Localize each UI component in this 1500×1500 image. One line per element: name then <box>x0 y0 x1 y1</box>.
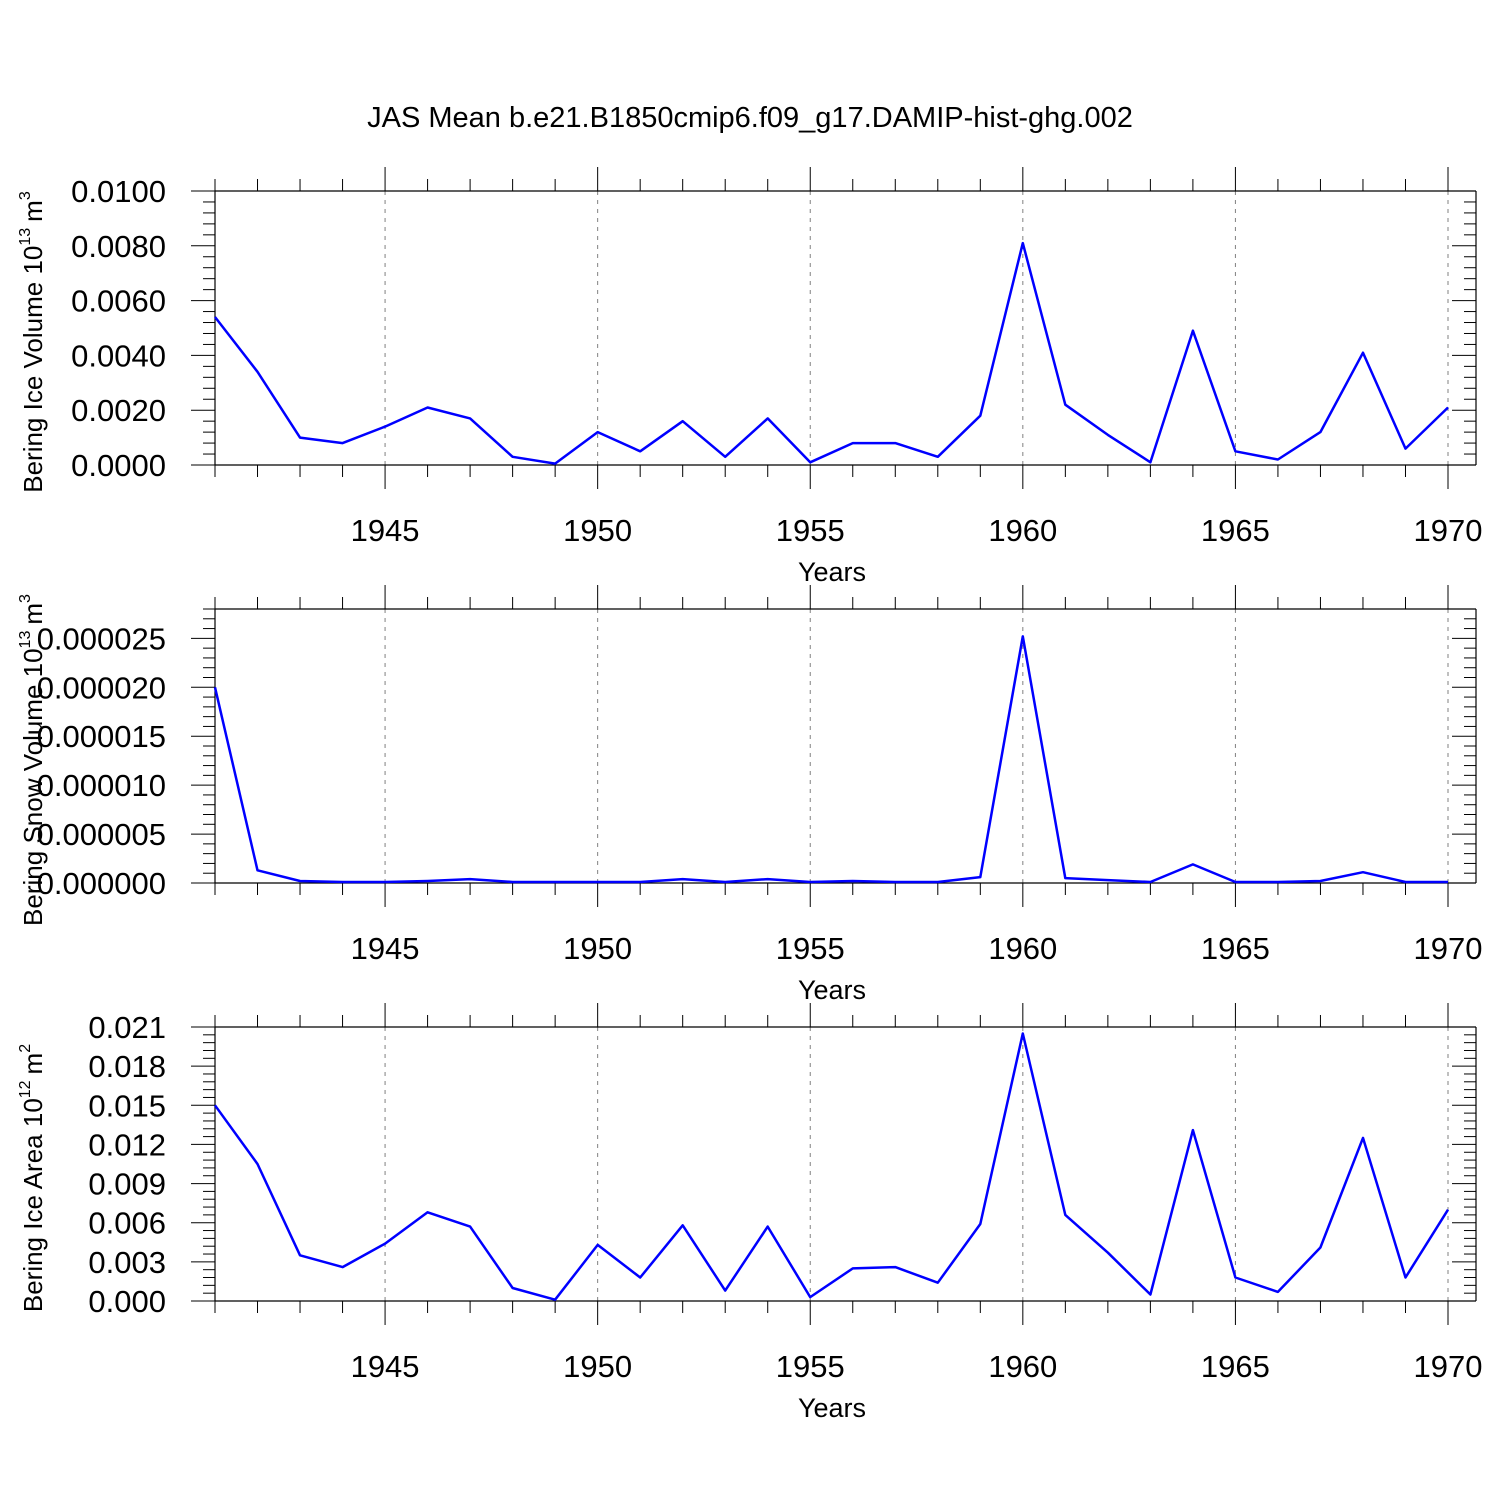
y-tick-label: 0.0040 <box>71 338 166 373</box>
y-tick-label: 0.015 <box>88 1088 166 1123</box>
y-tick-label: 0.003 <box>88 1245 166 1280</box>
chart-panel-ice-area: 0.000 0.003 0.006 0.009 0.012 0.015 0.018 0.021… <box>17 1003 1482 1423</box>
y-axis-label-unit-exponent: 2 <box>17 1044 34 1053</box>
y-tick-label: 0.000 <box>88 1284 166 1319</box>
x-axis-label: Years <box>798 557 866 587</box>
x-tick-label: 1965 <box>1201 931 1270 966</box>
x-tick-label: 1970 <box>1414 1349 1483 1384</box>
y-tick-label: 0.000015 <box>37 719 166 754</box>
x-axis-label: Years <box>798 975 866 1005</box>
x-tick-label: 1950 <box>563 1349 632 1384</box>
y-axis-label-unit: m <box>18 1053 48 1075</box>
x-tick-label: 1955 <box>776 1349 845 1384</box>
y-axis-label: Bering Ice Volume 1013 m3 <box>17 191 48 493</box>
y-axis-label-text: Bering Snow Volume 10 <box>18 648 48 926</box>
y-axis-label-unit: m <box>18 200 48 222</box>
series-line-ice-volume <box>214 241 1449 465</box>
series-line-ice-area <box>213 1032 1450 1301</box>
x-tick-label: 1945 <box>351 1349 420 1384</box>
x-tick-label: 1950 <box>563 931 632 966</box>
y-tick-label: 0.000000 <box>37 866 166 901</box>
y-tick-label: 0.000025 <box>37 621 166 656</box>
series-line-snow-volume <box>213 635 1448 884</box>
y-tick-label: 0.018 <box>88 1049 166 1084</box>
y-tick-label: 0.0060 <box>71 284 166 319</box>
y-tick-label: 0.000020 <box>37 670 166 705</box>
y-axis-label-unit: m <box>18 603 48 625</box>
y-tick-label: 0.021 <box>88 1010 166 1045</box>
y-tick-label: 0.000005 <box>37 817 166 852</box>
x-tick-label: 1960 <box>988 931 1057 966</box>
x-tick-label: 1965 <box>1201 1349 1270 1384</box>
x-axis-label: Years <box>798 1393 866 1423</box>
x-tick-label: 1945 <box>351 513 420 548</box>
panels: 0.0000 0.0020 0.0040 0.0060 0.0080 0.0100 1945… <box>17 167 1482 1423</box>
y-axis-label-exponent: 12 <box>17 1080 34 1098</box>
x-tick-label: 1955 <box>776 513 845 548</box>
y-axis-label: Bering Snow Volume 1013 m3 <box>17 594 48 926</box>
x-tick-label: 1965 <box>1201 513 1270 548</box>
y-axis-label-exponent: 13 <box>17 228 34 246</box>
x-tick-label: 1970 <box>1414 931 1483 966</box>
y-tick-label: 0.0020 <box>71 393 166 428</box>
y-axis-label: Bering Ice Area 1012 m2 <box>17 1044 48 1312</box>
x-tick-label: 1960 <box>988 513 1057 548</box>
y-axis-label-text: Bering Ice Volume 10 <box>18 246 48 493</box>
figure-title: JAS Mean b.e21.B1850cmip6.f09_g17.DAMIP-… <box>367 102 1133 134</box>
x-tick-label: 1955 <box>776 931 845 966</box>
x-tick-label: 1950 <box>563 513 632 548</box>
x-tick-label: 1970 <box>1414 513 1483 548</box>
x-tick-label: 1960 <box>988 1349 1057 1384</box>
y-axis-label-exponent: 13 <box>17 631 34 649</box>
y-tick-label: 0.012 <box>88 1127 166 1162</box>
y-axis-label-unit-exponent: 3 <box>17 191 34 200</box>
chart-panel-snow-volume: 0.000000 0.000005 0.000010 0.000015 0.000020… <box>17 585 1482 1005</box>
x-tick-label: 1945 <box>351 931 420 966</box>
chart-panel-ice-volume: 0.0000 0.0020 0.0040 0.0060 0.0080 0.0100 1945… <box>17 167 1482 587</box>
y-tick-label: 0.009 <box>88 1167 166 1202</box>
y-tick-label: 0.0000 <box>71 448 166 483</box>
y-axis-label-text: Bering Ice Area 10 <box>18 1098 48 1312</box>
y-tick-label: 0.006 <box>88 1206 166 1241</box>
y-tick-label: 0.0100 <box>71 174 166 209</box>
y-axis-label-unit-exponent: 3 <box>17 594 34 603</box>
y-tick-label: 0.0080 <box>71 229 166 264</box>
y-tick-label: 0.000010 <box>37 768 166 803</box>
